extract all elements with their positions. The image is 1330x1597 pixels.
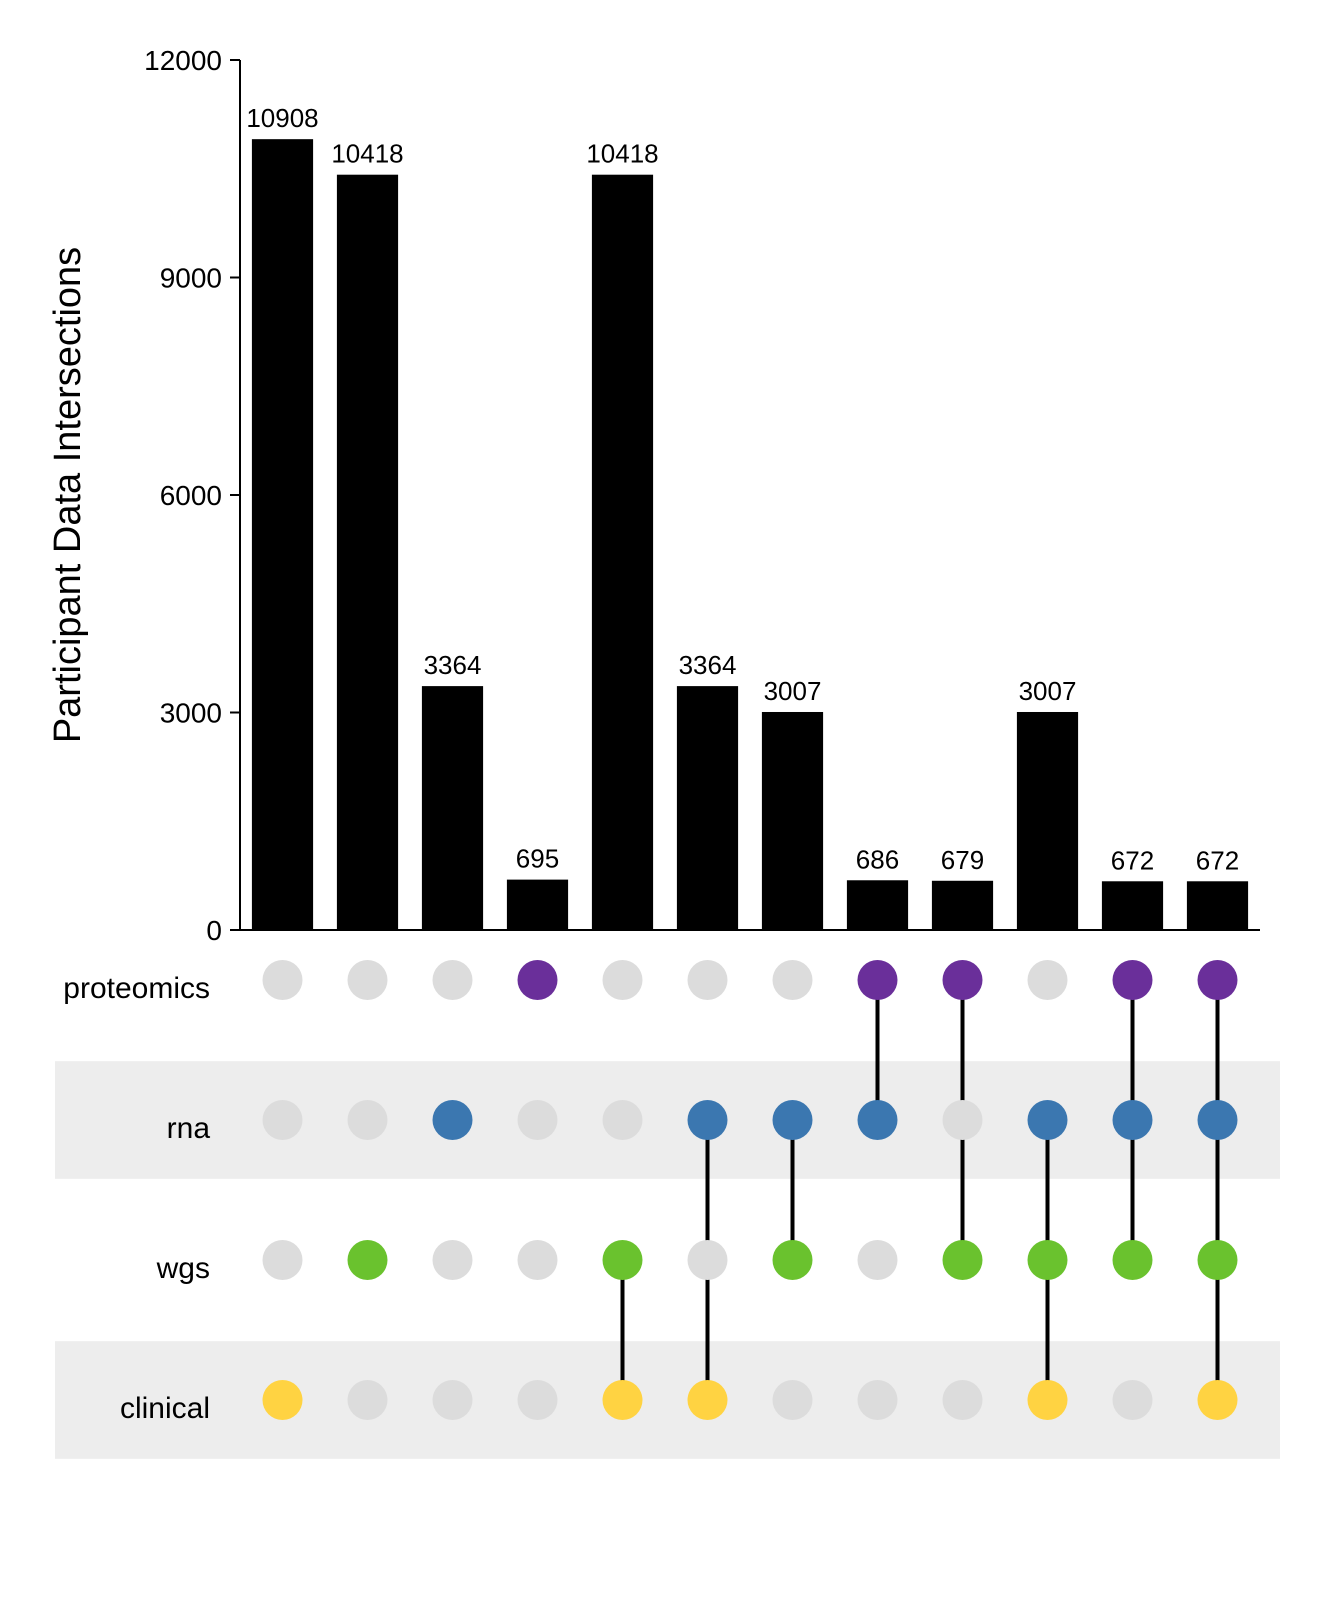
bar-value-label: 686	[856, 844, 899, 874]
matrix-dot-inactive	[263, 1240, 303, 1280]
matrix-dot-active	[1113, 960, 1153, 1000]
matrix-dot-inactive	[603, 1100, 643, 1140]
matrix-dot-inactive	[433, 960, 473, 1000]
matrix-dot-active	[1198, 960, 1238, 1000]
bar-value-label: 672	[1196, 845, 1239, 875]
intersection-bar	[337, 175, 398, 930]
bar-value-label: 3364	[424, 650, 482, 680]
y-tick-label: 9000	[160, 263, 222, 294]
set-label: clinical	[120, 1392, 210, 1425]
bar-value-label: 672	[1111, 845, 1154, 875]
matrix-row-band	[55, 1341, 1280, 1459]
matrix-dot-inactive	[348, 1100, 388, 1140]
matrix-dot-active	[603, 1380, 643, 1420]
intersection-bar	[592, 175, 653, 930]
matrix-dot-active	[773, 1100, 813, 1140]
intersection-bar	[762, 712, 823, 930]
set-label: rna	[167, 1112, 211, 1145]
bar-value-label: 3364	[679, 650, 737, 680]
bar-value-label: 3007	[764, 676, 822, 706]
matrix-dot-active	[603, 1240, 643, 1280]
bar-value-label: 10418	[586, 139, 658, 169]
matrix-dot-active	[1028, 1100, 1068, 1140]
matrix-dot-inactive	[433, 1240, 473, 1280]
matrix-dot-active	[348, 1240, 388, 1280]
matrix-dot-active	[1198, 1380, 1238, 1420]
y-tick-label: 12000	[144, 45, 222, 76]
matrix-dot-inactive	[518, 1240, 558, 1280]
bar-value-label: 695	[516, 844, 559, 874]
y-tick-label: 6000	[160, 480, 222, 511]
matrix-dot-inactive	[518, 1380, 558, 1420]
matrix-dot-inactive	[773, 1380, 813, 1420]
bar-value-label: 10418	[331, 139, 403, 169]
set-label: proteomics	[63, 972, 210, 1005]
matrix-dot-active	[263, 1380, 303, 1420]
matrix-row-band	[55, 1061, 1280, 1179]
matrix-dot-inactive	[943, 1100, 983, 1140]
matrix-dot-inactive	[1113, 1380, 1153, 1420]
matrix-dot-active	[1113, 1100, 1153, 1140]
matrix-dot-inactive	[688, 1240, 728, 1280]
matrix-dot-inactive	[773, 960, 813, 1000]
matrix-dot-active	[858, 960, 898, 1000]
matrix-dot-active	[1028, 1240, 1068, 1280]
matrix-dot-inactive	[943, 1380, 983, 1420]
matrix-dot-inactive	[858, 1380, 898, 1420]
intersection-bar	[252, 139, 313, 930]
matrix-dot-inactive	[348, 960, 388, 1000]
matrix-dot-active	[518, 960, 558, 1000]
matrix-dot-active	[433, 1100, 473, 1140]
matrix-dot-active	[773, 1240, 813, 1280]
y-tick-label: 3000	[160, 698, 222, 729]
y-axis-title: Participant Data Intersections	[47, 247, 89, 743]
intersection-bar	[932, 881, 993, 930]
intersection-bar	[1187, 881, 1248, 930]
matrix-dot-inactive	[433, 1380, 473, 1420]
intersection-bar	[677, 686, 738, 930]
matrix-dot-inactive	[263, 1100, 303, 1140]
matrix-dot-active	[943, 960, 983, 1000]
bar-value-label: 10908	[246, 103, 318, 133]
intersection-bar	[1017, 712, 1078, 930]
set-label: wgs	[156, 1252, 210, 1285]
bar-value-label: 3007	[1019, 676, 1077, 706]
matrix-dot-active	[1198, 1240, 1238, 1280]
matrix-dot-inactive	[603, 960, 643, 1000]
matrix-dot-active	[858, 1100, 898, 1140]
intersection-bar	[507, 880, 568, 930]
matrix-dot-active	[688, 1100, 728, 1140]
matrix-dot-inactive	[1028, 960, 1068, 1000]
matrix-dot-active	[1028, 1380, 1068, 1420]
upset-plot: 0 3000 6000 9000 12000 Participant Data Inter…	[0, 0, 1330, 1597]
intersection-bar	[1102, 881, 1163, 930]
matrix-dot-inactive	[688, 960, 728, 1000]
matrix-dot-active	[1198, 1100, 1238, 1140]
matrix-dot-inactive	[263, 960, 303, 1000]
intersection-bar	[847, 880, 908, 930]
matrix-dot-inactive	[518, 1100, 558, 1140]
matrix-dot-active	[688, 1380, 728, 1420]
matrix-dot-active	[943, 1240, 983, 1280]
matrix-dot-inactive	[858, 1240, 898, 1280]
matrix-dot-active	[1113, 1240, 1153, 1280]
y-tick-label: 0	[206, 915, 222, 946]
intersection-bar	[422, 686, 483, 930]
upset-plot-svg: 0 3000 6000 9000 12000 Participant Data Inter…	[0, 0, 1330, 1592]
matrix-dot-inactive	[348, 1380, 388, 1420]
bar-value-label: 679	[941, 845, 984, 875]
